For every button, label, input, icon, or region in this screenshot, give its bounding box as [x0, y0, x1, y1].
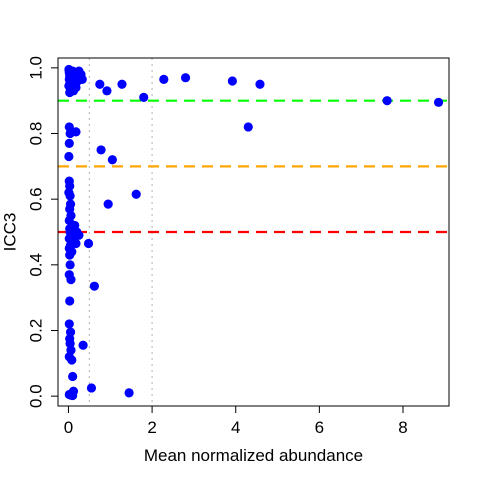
data-point [131, 189, 141, 199]
data-point [65, 260, 75, 270]
data-point [159, 74, 169, 84]
x-tick-label: 0 [64, 418, 73, 437]
data-point [107, 155, 117, 165]
data-point [255, 79, 265, 89]
data-point [243, 122, 253, 132]
data-point [68, 371, 78, 382]
data-point [102, 86, 112, 96]
data-point [64, 138, 74, 148]
data-point [73, 76, 83, 86]
data-point [139, 92, 149, 102]
data-point [96, 145, 106, 155]
data-point [227, 76, 237, 86]
data-point [64, 319, 74, 329]
y-tick-label: 0.2 [26, 319, 45, 343]
data-point [89, 281, 99, 291]
data-point [71, 127, 81, 137]
y-tick-label: 0.8 [26, 122, 45, 146]
y-tick-label: 1.0 [26, 56, 45, 80]
data-point [66, 275, 76, 285]
y-tick-label: 0.0 [26, 384, 45, 408]
data-point [103, 199, 113, 209]
data-point [65, 296, 75, 306]
data-point [180, 73, 191, 83]
data-point [64, 151, 74, 162]
data-point [433, 97, 444, 107]
x-axis-title: Mean normalized abundance [144, 446, 363, 465]
y-tick-label: 0.6 [26, 187, 45, 211]
data-point [65, 191, 75, 201]
data-point [95, 79, 105, 89]
data-point [78, 340, 88, 350]
data-point [117, 79, 127, 89]
data-point [68, 86, 79, 96]
x-tick-label: 2 [147, 418, 156, 437]
data-points [64, 64, 444, 401]
data-point [67, 355, 77, 365]
y-axis: 0.0 0.2 0.4 0.6 0.8 1.0 [26, 56, 59, 408]
data-point [382, 96, 392, 106]
data-point [86, 383, 97, 393]
x-tick-label: 4 [231, 418, 240, 437]
data-point [68, 390, 78, 401]
data-point [83, 238, 94, 249]
y-tick-label: 0.4 [26, 253, 45, 277]
x-tick-label: 8 [398, 418, 407, 437]
x-axis: 0 2 4 6 8 [64, 405, 408, 437]
y-axis-title: ICC3 [0, 213, 19, 252]
x-tick-label: 6 [315, 418, 324, 437]
data-point [124, 388, 134, 398]
data-point [65, 250, 75, 260]
